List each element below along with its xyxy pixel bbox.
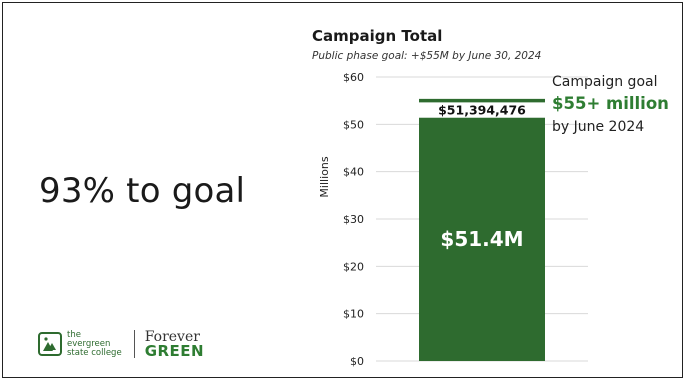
goal-note-line1: Campaign goal: [552, 74, 658, 90]
goal-note-date: by June 2024: [552, 118, 645, 135]
y-tick-label: $50: [343, 118, 364, 131]
school-name: the evergreen state college: [67, 329, 122, 358]
tree-icon: [38, 332, 62, 356]
chart-subtitle: Public phase goal: +$55M by June 30, 202…: [312, 50, 542, 62]
bar-inner-label: $51.4M: [440, 227, 523, 251]
school-line: evergreen: [67, 338, 111, 349]
green-word: GREEN: [144, 341, 205, 360]
goal-note-amount: $55+ million: [552, 94, 669, 113]
y-tick-label: $60: [343, 71, 364, 84]
y-tick-label: $10: [343, 308, 364, 321]
forever-green-wordmark: Forever GREEN: [145, 330, 204, 359]
headline: 93% to goal: [39, 171, 246, 211]
school-line: state college: [67, 347, 122, 358]
chart-title: Campaign Total: [312, 27, 443, 45]
footer-logo: the evergreen state college Forever GREE…: [38, 328, 204, 360]
logo-divider: [133, 330, 135, 358]
bar: [419, 117, 545, 361]
goal-note: Campaign goal $55+ million by June 2024: [552, 75, 669, 134]
forever-word: Forever: [144, 328, 200, 345]
y-tick-label: $0: [350, 355, 364, 368]
y-axis-label: Millions: [318, 156, 331, 198]
y-tick-label: $30: [343, 213, 364, 226]
y-tick-label: $40: [343, 166, 364, 179]
school-line: the: [67, 329, 81, 340]
bar-top-label: $51,394,476: [438, 103, 526, 118]
y-tick-label: $20: [343, 260, 364, 273]
